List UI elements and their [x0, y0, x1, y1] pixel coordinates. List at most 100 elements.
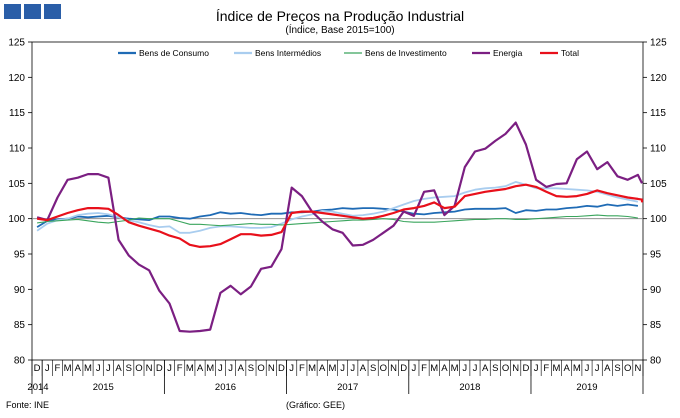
month-label: N — [512, 363, 519, 374]
month-label: J — [473, 363, 478, 374]
month-label: M — [430, 363, 438, 374]
month-label: J — [45, 363, 50, 374]
month-label: A — [319, 363, 326, 374]
month-label: J — [218, 363, 223, 374]
month-label: A — [238, 363, 245, 374]
y-tick-label-right: 85 — [650, 320, 662, 331]
month-label: M — [308, 363, 316, 374]
y-tick-label-left: 100 — [8, 214, 25, 225]
year-label: 2015 — [93, 382, 114, 393]
month-label: O — [257, 363, 264, 374]
y-tick-label-left: 125 — [8, 38, 25, 49]
source-note: Fonte: INE — [6, 400, 50, 410]
month-label: J — [289, 363, 294, 374]
month-label: D — [400, 363, 407, 374]
month-label: S — [126, 363, 132, 374]
month-label: A — [115, 363, 122, 374]
month-label: S — [370, 363, 376, 374]
y-tick-label-left: 85 — [14, 320, 26, 331]
month-label: A — [604, 363, 611, 374]
y-tick-label-right: 90 — [650, 285, 662, 296]
y-tick-label-right: 110 — [650, 144, 666, 155]
month-label: M — [84, 363, 92, 374]
y-tick-label-left: 80 — [14, 356, 26, 367]
y-tick-label-right: 125 — [650, 38, 667, 49]
logo — [4, 4, 61, 19]
y-tick-label-right: 80 — [650, 356, 662, 367]
y-tick-label-right: 115 — [650, 108, 666, 119]
month-label: J — [350, 363, 355, 374]
month-label: F — [55, 363, 61, 374]
series-line-total — [36, 183, 644, 248]
y-tick-label-left: 120 — [8, 73, 25, 84]
month-label: A — [197, 363, 204, 374]
month-label: O — [624, 363, 631, 374]
year-label: 2018 — [459, 382, 480, 393]
y-tick-label-right: 105 — [650, 179, 667, 190]
month-label: S — [614, 363, 620, 374]
y-tick-label-right: 100 — [650, 214, 667, 225]
year-label: 2019 — [576, 382, 597, 393]
month-label: A — [75, 363, 82, 374]
month-label: D — [522, 363, 529, 374]
month-label: O — [380, 363, 387, 374]
month-label: A — [563, 363, 570, 374]
month-label: S — [492, 363, 498, 374]
month-label: J — [167, 363, 172, 374]
month-label: J — [534, 363, 539, 374]
month-label: J — [595, 363, 600, 374]
month-label: J — [412, 363, 417, 374]
month-label: O — [502, 363, 509, 374]
month-label: N — [268, 363, 275, 374]
month-label: N — [390, 363, 397, 374]
legend-label: Bens de Consumo — [139, 48, 209, 58]
y-tick-label-left: 90 — [14, 285, 26, 296]
month-label: J — [106, 363, 111, 374]
month-label: J — [340, 363, 345, 374]
month-label: M — [573, 363, 581, 374]
month-label: M — [451, 363, 459, 374]
month-label: M — [206, 363, 214, 374]
month-label: F — [421, 363, 427, 374]
month-label: D — [278, 363, 285, 374]
year-label: 2017 — [337, 382, 358, 393]
series-line-bens-intermédios — [36, 180, 639, 234]
logo-block — [4, 4, 21, 19]
y-tick-label-right: 120 — [650, 73, 667, 84]
year-label: 2014 — [27, 382, 48, 393]
month-label: A — [360, 363, 367, 374]
month-label: F — [299, 363, 305, 374]
month-label: M — [328, 363, 336, 374]
month-label: J — [585, 363, 590, 374]
month-label: S — [248, 363, 254, 374]
month-label: M — [552, 363, 560, 374]
axes: 80 80 85 85 90 90 95 95 100 100 105 105 110 110 115 115… — [8, 38, 667, 367]
plot-lines — [36, 121, 644, 333]
month-label: F — [177, 363, 183, 374]
month-label: D — [34, 363, 41, 374]
month-label: M — [186, 363, 194, 374]
chart-subtitle: (Índice, Base 2015=100) — [285, 23, 394, 36]
series-line-bens-de-consumo — [36, 203, 639, 228]
month-label: M — [64, 363, 72, 374]
chart-title: Índice de Preços na Produção Industrial — [216, 8, 464, 24]
legend: Bens de Consumo Bens Intermédios Bens de I… — [118, 48, 579, 58]
series-line-bens-de-investimento — [37, 214, 638, 227]
month-label: F — [543, 363, 549, 374]
month-label: J — [228, 363, 233, 374]
legend-label: Energia — [493, 48, 523, 58]
logo-block — [44, 4, 61, 19]
legend-label: Bens de Investimento — [365, 48, 447, 58]
month-label: A — [441, 363, 448, 374]
logo-block — [24, 4, 41, 19]
month-label: J — [462, 363, 467, 374]
credit-note: (Gráfico: GEE) — [286, 400, 346, 410]
month-label: D — [156, 363, 163, 374]
legend-label: Bens Intermédios — [255, 48, 321, 58]
y-tick-label-left: 95 — [14, 250, 26, 261]
month-label: N — [146, 363, 153, 374]
month-label: N — [634, 363, 641, 374]
month-label: J — [96, 363, 101, 374]
